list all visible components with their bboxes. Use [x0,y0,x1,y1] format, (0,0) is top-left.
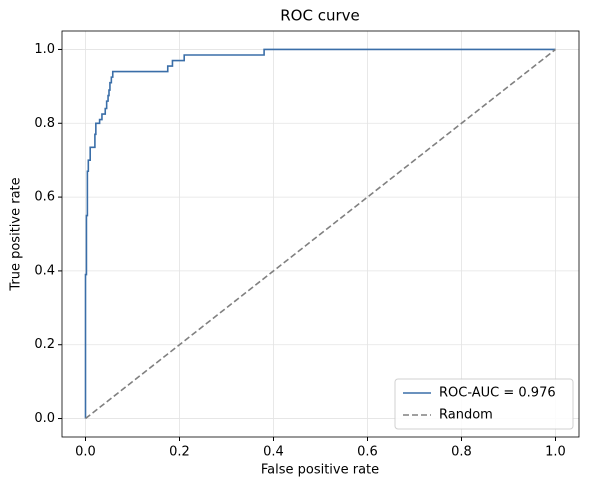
data-line [84,48,556,419]
plot-frame [61,30,580,438]
y-tick-label: 0.4 [34,263,55,278]
chart-title: ROC curve [280,7,360,25]
x-tick-label: 0.6 [357,445,378,460]
y-tick-label: 1.0 [34,42,55,57]
y-axis-label: True positive rate [9,177,24,291]
x-axis-label: False positive rate [261,463,379,478]
y-tick-label: 0.8 [34,116,55,131]
x-tick-label: 1.0 [545,445,566,460]
data-line [85,48,556,420]
y-tick-label: 0.0 [34,411,55,426]
legend-label: Random [439,408,493,423]
y-tick-label: 0.6 [34,190,55,205]
x-tick-label: 0.2 [169,445,190,460]
x-tick-label: 0.4 [263,445,284,460]
y-tick-label: 0.2 [34,337,55,352]
legend-box [394,378,574,430]
x-tick-label: 0.0 [75,445,96,460]
x-tick-label: 0.8 [451,445,472,460]
legend-label: ROC-AUC = 0.976 [439,386,556,401]
